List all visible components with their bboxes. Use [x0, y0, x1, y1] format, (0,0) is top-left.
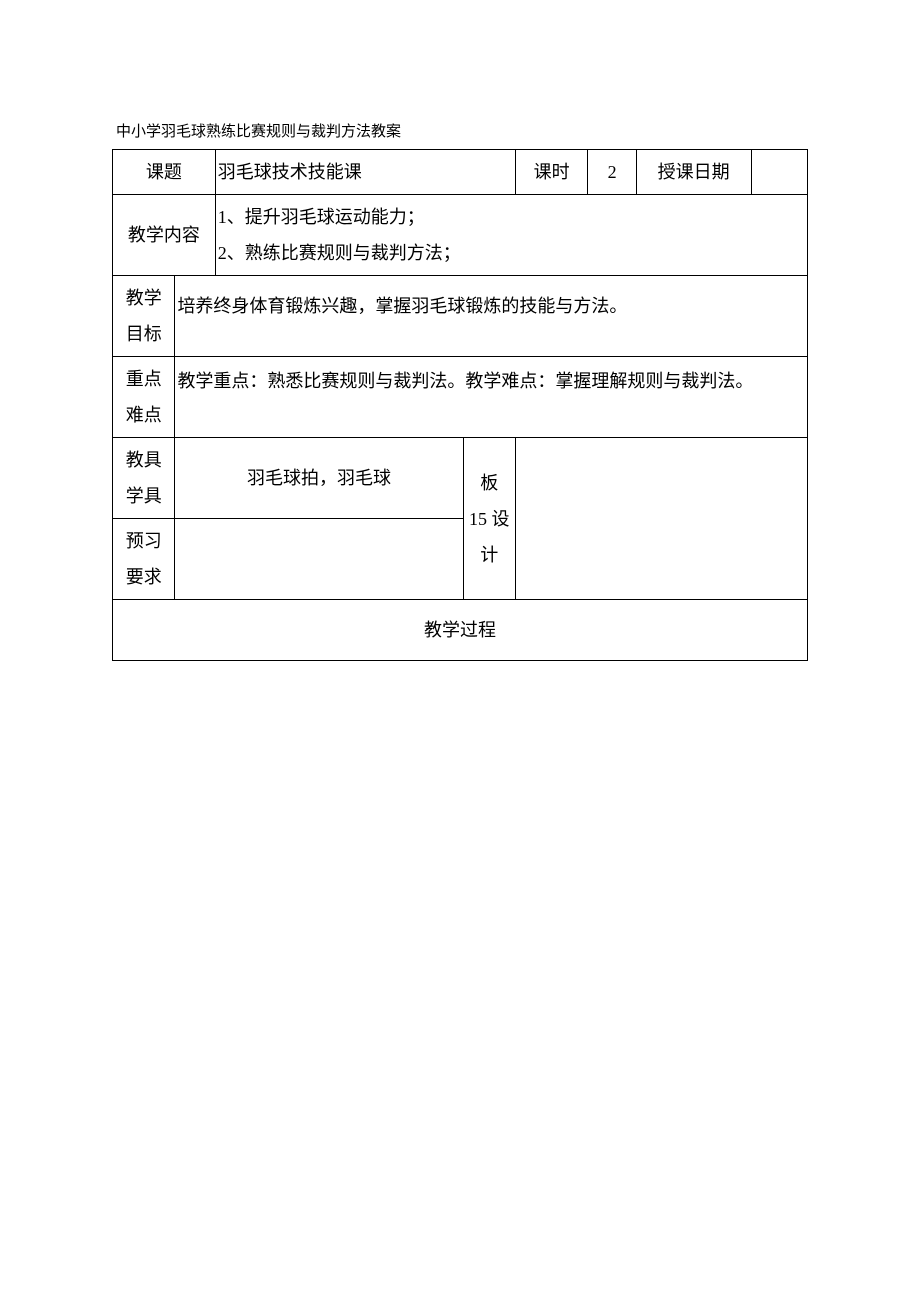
- goal-row: 教学 目标 培养终身体育锻炼兴趣，掌握羽毛球锻炼的技能与方法。: [113, 276, 808, 357]
- document-title: 中小学羽毛球熟练比赛规则与裁判方法教案: [116, 120, 808, 141]
- focus-label: 重点 难点: [113, 357, 175, 438]
- goal-label-line1: 教学: [115, 280, 172, 316]
- preview-label-line1: 预习: [115, 523, 172, 559]
- period-value: 2: [588, 150, 636, 195]
- topic-value: 羽毛球技术技能课: [215, 150, 515, 195]
- preview-label: 预习 要求: [113, 519, 175, 600]
- tools-label-line1: 教具: [115, 442, 172, 478]
- preview-label-line2: 要求: [115, 559, 172, 595]
- header-row: 课题 羽毛球技术技能课 课时 2 授课日期: [113, 150, 808, 195]
- focus-value: 教学重点：熟悉比赛规则与裁判法。教学难点：掌握理解规则与裁判法。: [175, 357, 808, 438]
- date-label: 授课日期: [636, 150, 751, 195]
- focus-label-line2: 难点: [115, 397, 172, 433]
- goal-label: 教学 目标: [113, 276, 175, 357]
- topic-label: 课题: [113, 150, 216, 195]
- board-label: 板 15 设 计: [463, 438, 515, 600]
- content-value: 1、提升羽毛球运动能力； 2、熟练比赛规则与裁判方法；: [215, 195, 807, 276]
- date-value: [751, 150, 807, 195]
- content-line1: 1、提升羽毛球运动能力；: [218, 199, 805, 235]
- process-row: 教学过程: [113, 600, 808, 661]
- focus-label-line1: 重点: [115, 361, 172, 397]
- board-label-line3: 计: [466, 537, 513, 573]
- tools-row: 教具 学具 羽毛球拍，羽毛球 板 15 设 计: [113, 438, 808, 519]
- content-row: 教学内容 1、提升羽毛球运动能力； 2、熟练比赛规则与裁判方法；: [113, 195, 808, 276]
- period-label: 课时: [515, 150, 588, 195]
- tools-value: 羽毛球拍，羽毛球: [175, 438, 463, 519]
- goal-label-line2: 目标: [115, 316, 172, 352]
- goal-value: 培养终身体育锻炼兴趣，掌握羽毛球锻炼的技能与方法。: [175, 276, 808, 357]
- focus-row: 重点 难点 教学重点：熟悉比赛规则与裁判法。教学难点：掌握理解规则与裁判法。: [113, 357, 808, 438]
- process-label: 教学过程: [113, 600, 808, 661]
- tools-label-line2: 学具: [115, 478, 172, 514]
- board-label-line2: 15 设: [466, 501, 513, 537]
- lesson-plan-table: 课题 羽毛球技术技能课 课时 2 授课日期 教学内容 1、提升羽毛球运动能力； …: [112, 149, 808, 661]
- content-label: 教学内容: [113, 195, 216, 276]
- tools-label: 教具 学具: [113, 438, 175, 519]
- preview-value: [175, 519, 463, 600]
- board-value: [515, 438, 807, 600]
- board-label-line1: 板: [466, 465, 513, 501]
- content-line2: 2、熟练比赛规则与裁判方法；: [218, 235, 805, 271]
